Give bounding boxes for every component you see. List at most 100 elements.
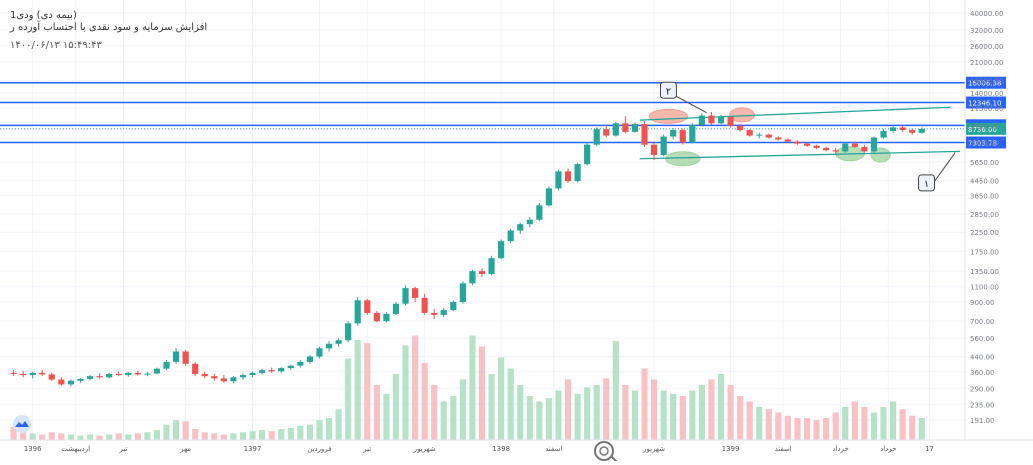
volume-bar bbox=[727, 385, 734, 440]
price-tick-label: 360.00 bbox=[970, 369, 995, 377]
volume-bar bbox=[29, 433, 36, 440]
price-tick-label: 3650.00 bbox=[970, 192, 999, 200]
candle-body bbox=[756, 134, 763, 136]
candle-body bbox=[58, 379, 65, 385]
volume-bar bbox=[584, 387, 591, 440]
volume-bar bbox=[450, 396, 457, 440]
volume-bar bbox=[144, 432, 151, 440]
callout-label: ۱ bbox=[924, 179, 929, 190]
candle-body bbox=[880, 130, 887, 138]
volume-bar bbox=[402, 345, 409, 440]
volume-bar bbox=[182, 421, 189, 440]
volume-bar bbox=[517, 385, 524, 440]
volume-bar bbox=[287, 427, 294, 440]
price-tick-label: 32000.00 bbox=[970, 27, 1003, 35]
candle-body bbox=[861, 146, 868, 152]
candle-body bbox=[392, 303, 400, 314]
candle-body bbox=[29, 372, 36, 376]
candle-body bbox=[77, 378, 84, 381]
volume-bar bbox=[115, 433, 122, 440]
candle-body bbox=[287, 365, 294, 369]
candle-body bbox=[631, 124, 639, 132]
candle-body bbox=[698, 115, 705, 125]
price-tick-label: 4450.00 bbox=[970, 177, 999, 185]
price-tick-label: 1750.00 bbox=[970, 248, 999, 256]
last-price-label-bg bbox=[966, 122, 1006, 135]
volume-bar bbox=[134, 433, 141, 440]
price-tick-label: 9100.00 bbox=[970, 123, 999, 131]
volume-bar bbox=[555, 390, 562, 440]
candle-body bbox=[803, 143, 811, 146]
candle-body bbox=[469, 271, 476, 284]
volume-bar bbox=[106, 434, 113, 440]
volume-bar bbox=[211, 433, 218, 440]
volume-bar bbox=[421, 363, 428, 440]
candle-body bbox=[48, 374, 55, 380]
candle-body bbox=[737, 125, 744, 131]
price-tick-label: 290.00 bbox=[970, 385, 995, 393]
candle-body bbox=[402, 288, 409, 304]
price-tick-label: 26000.00 bbox=[970, 43, 1003, 51]
candle-body bbox=[851, 143, 858, 147]
last-price-label: 8736.00 bbox=[968, 126, 997, 134]
candle-body bbox=[20, 373, 27, 376]
volume-bar bbox=[172, 420, 180, 440]
candle-body bbox=[488, 258, 495, 274]
volume-bar bbox=[641, 368, 648, 440]
candle-body bbox=[278, 368, 285, 372]
volume-bar bbox=[612, 341, 619, 440]
candle-body bbox=[813, 145, 820, 148]
volume-bar bbox=[545, 398, 553, 440]
volume-bar bbox=[354, 339, 361, 440]
price-axis[interactable]: 191.00 235.00 290.00 360.00 440.00 560.00 700.… bbox=[970, 10, 1003, 425]
volume-bar bbox=[58, 433, 65, 440]
candle-body bbox=[115, 373, 122, 376]
time-tick-label: 17 bbox=[925, 445, 934, 453]
price-tick-label: 235.00 bbox=[970, 401, 995, 409]
candle-body bbox=[584, 144, 591, 165]
volume-bar bbox=[832, 412, 839, 440]
candle-body bbox=[612, 123, 619, 136]
volume-bar bbox=[67, 434, 75, 440]
candle-body bbox=[517, 224, 524, 231]
volume-bar bbox=[10, 426, 17, 440]
time-axis[interactable]: 1396 اردیبهشت تیر مهر 1397 فروردین تیر شهریور 13… bbox=[24, 445, 934, 453]
callout-box bbox=[659, 81, 677, 99]
time-tick-label: خرداد bbox=[880, 445, 896, 453]
candle-body bbox=[316, 348, 323, 357]
logo-icon[interactable] bbox=[13, 415, 31, 433]
time-tick-label: شهریور bbox=[413, 445, 436, 453]
volume-bar bbox=[297, 425, 304, 440]
volume-bar bbox=[851, 401, 858, 440]
volume-bar bbox=[469, 335, 476, 440]
candle-body bbox=[211, 376, 218, 379]
candle-body bbox=[717, 117, 725, 124]
time-tick-label: 1397 bbox=[244, 445, 262, 453]
volume-bar bbox=[756, 407, 763, 440]
candle-body bbox=[899, 127, 906, 131]
candle-body bbox=[10, 372, 17, 374]
volume-bar bbox=[125, 434, 132, 440]
candle-body bbox=[670, 130, 677, 137]
candle-body bbox=[325, 343, 333, 349]
callout-pointer bbox=[672, 93, 707, 114]
highlight-ellipse bbox=[648, 108, 689, 124]
volume-bar bbox=[842, 407, 849, 440]
candle-body bbox=[106, 373, 113, 378]
volume-bar bbox=[383, 393, 390, 440]
symbol-subtitle: افزایش سرمایه و سود نقدی با احتساب آورده… bbox=[10, 22, 208, 33]
volume-bar bbox=[86, 434, 94, 440]
candle-body bbox=[870, 137, 878, 152]
candle-body bbox=[507, 230, 514, 242]
volume-bar bbox=[899, 409, 906, 440]
candle-body bbox=[564, 171, 572, 182]
candle-body bbox=[440, 310, 447, 315]
candle-body bbox=[832, 150, 839, 152]
candle-body bbox=[259, 370, 266, 373]
candle-body bbox=[784, 139, 792, 142]
volume-bar bbox=[823, 418, 830, 440]
candle-body bbox=[67, 380, 75, 385]
